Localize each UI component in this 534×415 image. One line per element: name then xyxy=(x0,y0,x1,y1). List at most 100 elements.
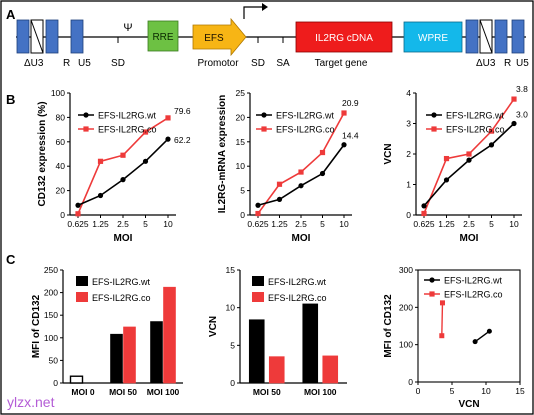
legend-label: EFS-IL2RG.wt xyxy=(276,111,335,121)
data-point-co xyxy=(97,158,104,164)
data-point-wt xyxy=(486,328,492,334)
bar-co xyxy=(163,286,176,384)
data-point-wt xyxy=(97,192,104,199)
legend-marker xyxy=(431,112,437,118)
legend-label: EFS-IL2RG.co xyxy=(98,125,157,135)
y-tick-label: 20 xyxy=(56,186,66,196)
wpre-box xyxy=(403,21,463,53)
data-label-wt: 3.0 xyxy=(516,110,528,120)
y-axis-title: VCN xyxy=(383,143,394,164)
x-tick-label: 2.5 xyxy=(463,219,475,229)
y-tick-label: 2 xyxy=(406,149,411,159)
data-point-wt xyxy=(466,157,472,163)
y-tick-label: 150 xyxy=(44,310,58,320)
data-point-wt xyxy=(319,170,326,177)
y-tick-label: 100 xyxy=(44,333,58,343)
ltr-right-u5-box xyxy=(511,19,525,54)
chart-vcn-vs-moi: 0 1 2 3 4 0.625 1.25 2.5 5 10 MOI VCN 3.8 3.0 EFS-IL2R… xyxy=(383,84,528,244)
legend-label: EFS-IL2RG.co xyxy=(446,125,505,135)
y-tick-label: 50 xyxy=(49,355,59,365)
y-tick-label: 100 xyxy=(399,340,413,350)
legend-label: EFS-IL2RG.wt xyxy=(98,111,157,121)
x-tick-label: 5 xyxy=(450,386,455,396)
x-tick-label: 0.625 xyxy=(413,219,435,229)
y-tick-label: 100 xyxy=(51,88,65,98)
x-tick-label: 0.625 xyxy=(67,219,89,229)
data-label-wt: 62.2 xyxy=(174,135,191,145)
y-tick-label: 200 xyxy=(399,302,413,312)
ltr-left-deletion-slash xyxy=(30,19,44,54)
x-tick-label: 2.5 xyxy=(295,219,307,229)
y-tick-label: 3 xyxy=(406,119,411,129)
legend-swatch xyxy=(76,276,88,286)
legend-label: EFS-IL2RG.co xyxy=(268,293,327,303)
x-tick-label: 2.5 xyxy=(117,219,129,229)
watermark: ylzx.net xyxy=(7,394,55,410)
data-point-co xyxy=(439,333,445,339)
promotor-label: Promotor xyxy=(197,58,239,69)
y-axis-title: IL2RG-mRNA expression xyxy=(217,95,228,214)
y-tick-label: 200 xyxy=(44,288,58,298)
bar-wt xyxy=(69,375,84,384)
bar-wt xyxy=(150,321,163,384)
data-point-wt xyxy=(443,177,450,183)
data-point-co xyxy=(165,115,171,121)
chart-mfi-vs-vcn-scatter: 0 100 200 300 0 5 10 15 VCN MFI of CD132 EFS-IL2RG… xyxy=(383,265,525,410)
data-point-co xyxy=(421,210,427,217)
legend-label: EFS-IL2RG.wt xyxy=(446,111,505,121)
legend-label: EFS-IL2RG.wt xyxy=(92,277,151,287)
y-axis-title: MFI of CD132 xyxy=(31,294,42,358)
data-label-co: 20.9 xyxy=(342,98,359,108)
y-tick-label: 4 xyxy=(406,88,411,98)
ltr-left-label: ΔU3 xyxy=(24,58,44,69)
x-tick-label: MOI 0 xyxy=(71,387,94,397)
data-point-co xyxy=(120,152,126,158)
y-tick-label: 0 xyxy=(408,377,413,387)
data-point-co xyxy=(255,210,261,217)
data-point-co xyxy=(319,149,326,156)
efs-label: EFS xyxy=(204,33,224,44)
legend-label: EFS-IL2RG.co xyxy=(276,125,335,135)
x-axis-title: MOI xyxy=(460,233,479,244)
x-axis-title: MOI xyxy=(114,233,133,244)
psi-label: Ψ xyxy=(123,22,132,34)
x-tick-label: MOI 100 xyxy=(147,387,180,397)
cdna-label: IL2RG cDNA xyxy=(315,33,373,44)
data-point-co xyxy=(511,96,517,102)
x-tick-label: 15 xyxy=(515,386,525,396)
y-tick-label: 10 xyxy=(226,303,236,313)
legend-label: EFS-IL2RG.wt xyxy=(444,276,503,286)
bar-co xyxy=(123,326,136,384)
x-tick-label: 5 xyxy=(320,219,325,229)
y-tick-label: 1 xyxy=(406,180,411,190)
bar-wt xyxy=(110,333,123,384)
data-point-wt xyxy=(142,158,149,164)
data-point-wt xyxy=(298,183,304,189)
x-tick-label: 1.25 xyxy=(438,219,455,229)
ltr-left-u3-box xyxy=(16,19,30,54)
chart-cd132-expression: 0 20 40 60 80 100 0.625 1.25 2.5 5 10 MOI CD132 expr… xyxy=(37,88,191,244)
legend-marker xyxy=(83,112,89,118)
data-point-wt xyxy=(75,202,81,208)
data-point-co xyxy=(443,155,450,162)
u5-right-label: U5 xyxy=(516,58,529,69)
legend-label: EFS-IL2RG.co xyxy=(92,293,151,303)
data-point-wt xyxy=(511,120,517,127)
data-point-co xyxy=(466,151,472,157)
sd2-label: SD xyxy=(251,58,265,69)
sd1-label: SD xyxy=(111,58,125,69)
series-line-co xyxy=(441,302,444,336)
x-tick-label: MOI 100 xyxy=(304,387,337,397)
data-point-wt xyxy=(421,203,427,209)
y-tick-label: 250 xyxy=(44,265,58,275)
data-label-wt: 14.4 xyxy=(342,131,359,141)
x-tick-label: 0.625 xyxy=(247,219,269,229)
series-line-wt xyxy=(423,122,515,207)
bar-co xyxy=(268,356,285,384)
y-tick-label: 15 xyxy=(226,265,236,275)
data-point-co xyxy=(75,211,81,217)
data-point-wt xyxy=(120,177,126,183)
x-tick-label: 1.25 xyxy=(92,219,109,229)
transcription-start-arrowhead xyxy=(262,3,268,11)
x-axis-title: MOI xyxy=(292,233,311,244)
